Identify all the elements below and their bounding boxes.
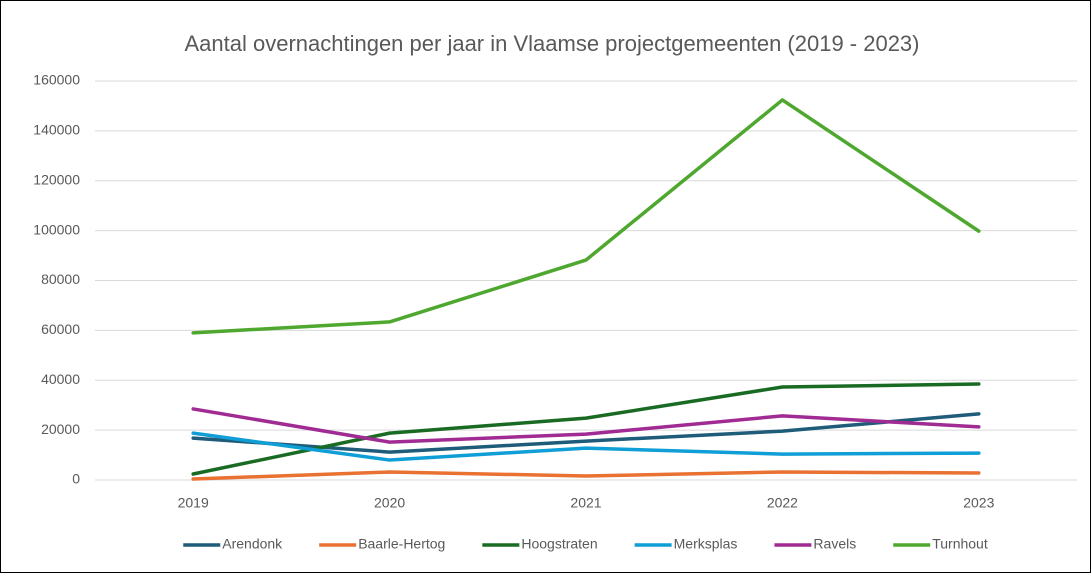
y-tick-label: 80000 [41,271,80,287]
y-tick-label: 0 [72,471,80,487]
x-tick-label: 2020 [374,495,405,511]
x-tick-label: 2021 [570,495,601,511]
x-tick-label: 2023 [963,495,994,511]
x-tick-label: 2019 [178,495,209,511]
y-tick-label: 100000 [33,221,80,237]
series-line [191,98,981,335]
y-tick-label: 160000 [33,72,80,88]
series-line [191,470,981,481]
legend-label: Ravels [813,536,856,552]
chart-title: Aantal overnachtingen per jaar in Vlaams… [184,31,919,56]
y-tick-label: 140000 [33,122,80,138]
y-tick-label: 120000 [33,171,80,187]
series-line [191,431,981,462]
series-line [191,407,981,444]
x-tick-label: 2022 [767,495,798,511]
y-tick-label: 20000 [41,421,80,437]
series-line [191,382,981,476]
legend-label: Merksplas [674,536,738,552]
y-tick-label: 60000 [41,321,80,337]
legend-label: Arendonk [222,536,283,552]
legend-label: Hoogstraten [521,536,597,552]
y-tick-label: 40000 [41,371,80,387]
legend-label: Baarle-Hertog [358,536,445,552]
legend-label: Turnhout [932,536,988,552]
